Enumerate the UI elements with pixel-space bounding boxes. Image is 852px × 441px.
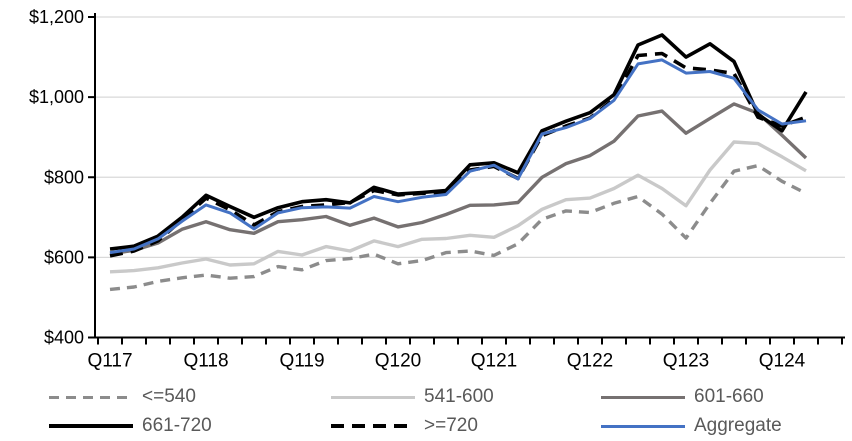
legend-swatch-le540 [49,395,133,399]
legend-label-661-720: 661-720 [142,415,212,436]
y-axis-label: $600 [44,247,84,267]
legend-label-ge720: >=720 [424,415,478,436]
legend-label-541-600: 541-600 [424,386,494,407]
legend-item-541-600: 541-600 [331,386,494,408]
x-axis-label: Q119 [279,351,324,372]
legend-item-661-720: 661-720 [49,415,212,437]
x-axis-label: Q120 [375,351,421,372]
series-line-aggregate [109,58,807,255]
legend-item-le540: <=540 [49,386,196,408]
legend-item-601-660: 601-660 [601,386,764,408]
series-line--540 [109,163,807,292]
legend-swatch-ge720 [331,424,415,428]
series-line-601-660 [109,102,808,256]
x-axis-label: Q121 [471,351,517,372]
y-axis-label: $1,000 [29,87,84,107]
x-axis-label: Q118 [183,351,228,372]
legend-label-le540: <=540 [142,386,196,407]
legend-swatch-661-720 [49,424,133,428]
legend-label-aggregate: Aggregate [694,415,782,436]
legend-swatch-aggregate [601,424,685,428]
y-axis-label: $1,200 [29,7,84,27]
y-axis-label: $800 [44,167,84,187]
y-axis-label: $400 [44,328,84,348]
x-axis-label: Q124 [759,351,806,372]
series-line-541-600 [109,140,807,274]
x-axis-label: Q122 [567,351,613,372]
legend-label-601-660: 601-660 [694,386,764,407]
series-line-661-720 [109,33,808,251]
legend-item-aggregate: Aggregate [601,415,782,437]
x-axis-label: Q117 [87,351,132,372]
x-axis-label: Q123 [663,351,709,372]
legend-item-ge720: >=720 [331,415,478,437]
legend-swatch-601-660 [601,395,685,399]
legend-swatch-541-600 [331,395,415,399]
